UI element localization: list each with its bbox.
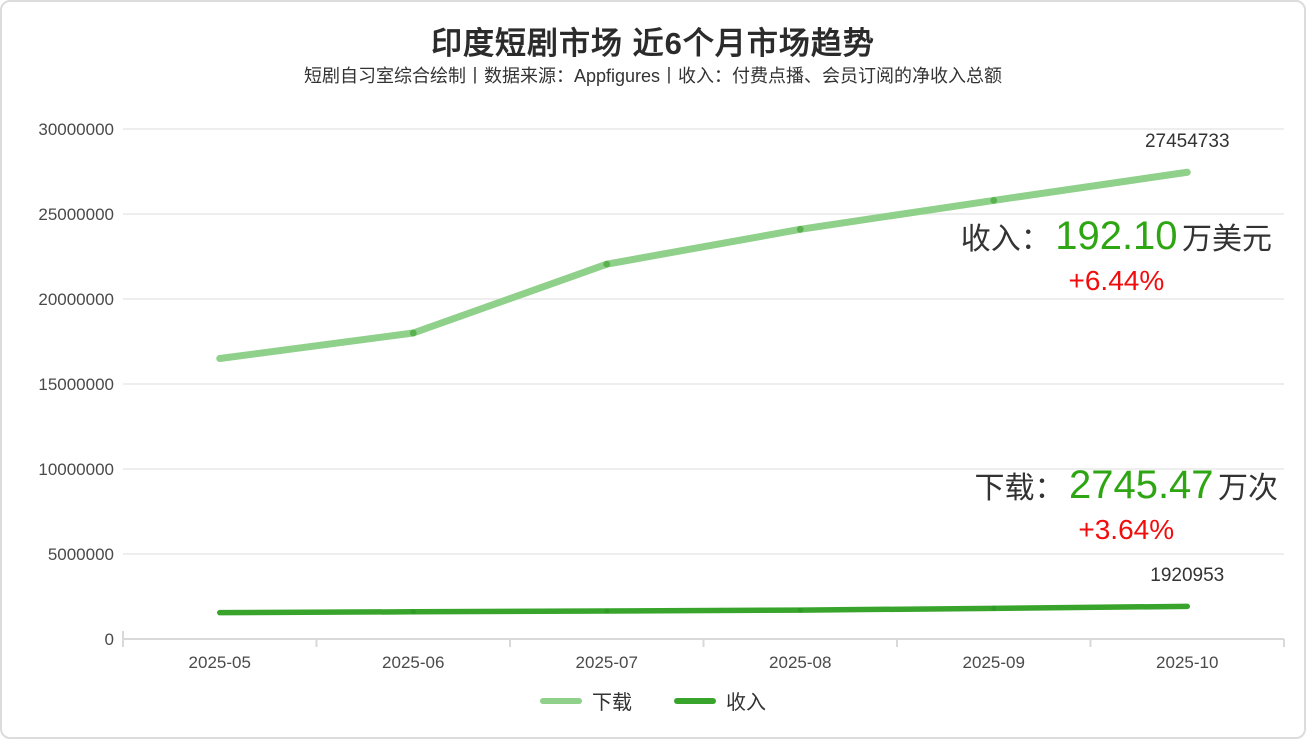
chart-title: 印度短剧市场 近6个月市场趋势 (431, 26, 875, 61)
revenue-legend-label: 收入 (726, 692, 766, 714)
y-axis-label: 25000000 (38, 205, 114, 224)
x-axis-label: 2025-10 (1156, 653, 1218, 672)
revenue-line (217, 603, 1190, 616)
x-axis-label: 2025-09 (963, 653, 1025, 672)
revenue-legend-swatch (674, 697, 716, 704)
revenue-annotation-label: 收入： (960, 223, 1051, 256)
chart-subtitle: 短剧自习室综合绘制丨数据来源：Appfigures丨收入：付费点播、会员订阅的净… (303, 66, 1003, 86)
x-axis-label: 2025-06 (382, 653, 444, 672)
revenue-annotation: 收入： 192.10 万美元 +6.44% (961, 214, 1272, 297)
downloads-annotation-unit: 万次 (1218, 472, 1278, 505)
downloads-legend-swatch (540, 697, 582, 704)
chart-legend: 下载 收入 (2, 686, 1304, 715)
downloads-legend-label: 下载 (592, 692, 632, 714)
y-axis-label: 20000000 (38, 290, 114, 309)
x-axis-label: 2025-05 (189, 653, 251, 672)
revenue-annotation-unit: 万美元 (1182, 223, 1272, 256)
revenue-data-point (991, 605, 997, 612)
revenue-end-value-label: 1920953 (1150, 565, 1225, 587)
revenue-data-point (410, 609, 416, 615)
downloads-data-point (796, 225, 804, 233)
downloads-data-point (409, 329, 417, 337)
x-axis-label: 2025-07 (576, 653, 638, 672)
downloads-annotation-change: +3.64% (1078, 514, 1175, 545)
downloads-annotation-value: 2745.47 (1068, 463, 1214, 507)
revenue-data-point (797, 607, 803, 613)
revenue-annotation-value: 192.10 (1055, 214, 1178, 258)
downloads-line (216, 168, 1191, 362)
downloads-data-point (603, 260, 611, 268)
downloads-annotation-line: 下载： 2745.47 万次 (975, 463, 1279, 508)
revenue-data-point (604, 608, 610, 614)
y-axis-label: 10000000 (38, 460, 114, 479)
revenue-annotation-change: +6.44% (1068, 265, 1165, 296)
y-axis-label: 5000000 (48, 545, 114, 564)
revenue-annotation-line: 收入： 192.10 万美元 (961, 214, 1272, 259)
downloads-annotation: 下载： 2745.47 万次 +3.64% (975, 463, 1279, 546)
legend-item-downloads[interactable]: 下载 (540, 686, 632, 715)
y-axis-label: 30000000 (38, 120, 114, 139)
downloads-end-value-label: 27454733 (1144, 131, 1230, 153)
y-axis-label: 0 (105, 630, 114, 649)
downloads-data-point (990, 197, 998, 204)
y-axis-label: 15000000 (38, 375, 114, 394)
x-axis-label: 2025-08 (769, 653, 831, 672)
legend-item-revenue[interactable]: 收入 (674, 686, 766, 715)
downloads-annotation-label: 下载： (974, 472, 1065, 505)
